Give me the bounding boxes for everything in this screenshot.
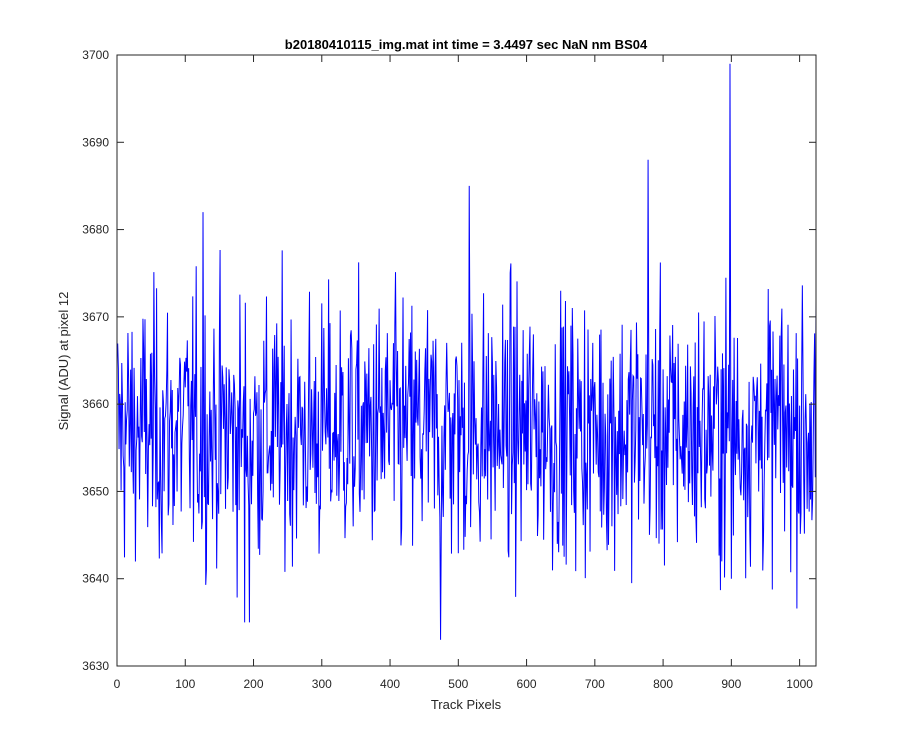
- x-tick-label: 100: [175, 677, 195, 691]
- plot-frame: [116, 54, 817, 667]
- y-tick-label: 3680: [82, 223, 109, 237]
- chart-title: b20180410115_img.mat int time = 3.4497 s…: [285, 37, 648, 52]
- y-tick-label: 3630: [82, 659, 109, 673]
- x-tick-label: 500: [448, 677, 468, 691]
- plot-area: [117, 55, 816, 666]
- x-tick-label: 900: [721, 677, 741, 691]
- y-axis-ticks: 3630 3640 3650 3660 3670 3680 3690 3700: [82, 48, 816, 673]
- y-tick-label: 3660: [82, 397, 109, 411]
- signal-series-line: [117, 63, 817, 640]
- y-tick-label: 3650: [82, 484, 109, 498]
- y-axis-label: Signal (ADU) at pixel 12: [56, 292, 71, 431]
- x-tick-label: 300: [312, 677, 332, 691]
- y-tick-label: 3700: [82, 48, 109, 62]
- x-tick-label: 400: [380, 677, 400, 691]
- x-axis-label: Track Pixels: [431, 697, 502, 712]
- x-tick-label: 200: [244, 677, 264, 691]
- x-axis-ticks: 0 100 200 300 400 500 600 700 800 900 1000: [114, 55, 813, 691]
- x-tick-label: 1000: [786, 677, 813, 691]
- x-tick-label: 800: [653, 677, 673, 691]
- x-tick-label: 700: [585, 677, 605, 691]
- y-tick-label: 3690: [82, 135, 109, 149]
- y-tick-label: 3640: [82, 572, 109, 586]
- x-tick-label: 600: [517, 677, 537, 691]
- y-tick-label: 3670: [82, 310, 109, 324]
- x-tick-label: 0: [114, 677, 121, 691]
